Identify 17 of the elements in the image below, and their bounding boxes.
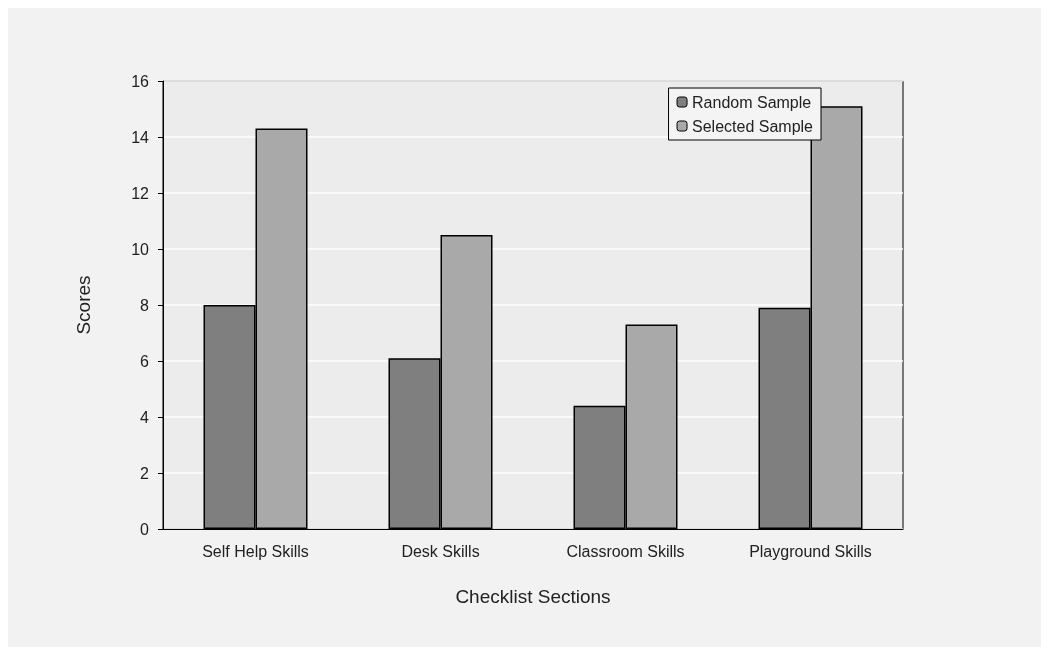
y-tick-label: 4 [140, 408, 150, 426]
y-tick-label: 2 [140, 464, 150, 482]
y-tick-label: 16 [131, 72, 150, 90]
legend-label: Random Sample [692, 93, 812, 111]
y-tick-label: 10 [131, 240, 150, 258]
y-tick-label: 12 [131, 184, 150, 202]
x-axis-title: Checklist Sections [455, 586, 611, 607]
y-tick-label: 0 [140, 520, 150, 538]
x-tick-label: Desk Skills [401, 542, 480, 560]
y-tick-label: 8 [140, 296, 150, 314]
x-tick-label: Classroom Skills [566, 542, 685, 560]
y-axis-title: Scores [73, 275, 94, 335]
x-tick-label: Playground Skills [749, 542, 872, 560]
legend-label: Selected Sample [692, 117, 814, 135]
x-tick-label: Self Help Skills [202, 542, 309, 560]
y-tick-label: 14 [131, 128, 150, 146]
y-tick-label: 6 [140, 352, 150, 370]
